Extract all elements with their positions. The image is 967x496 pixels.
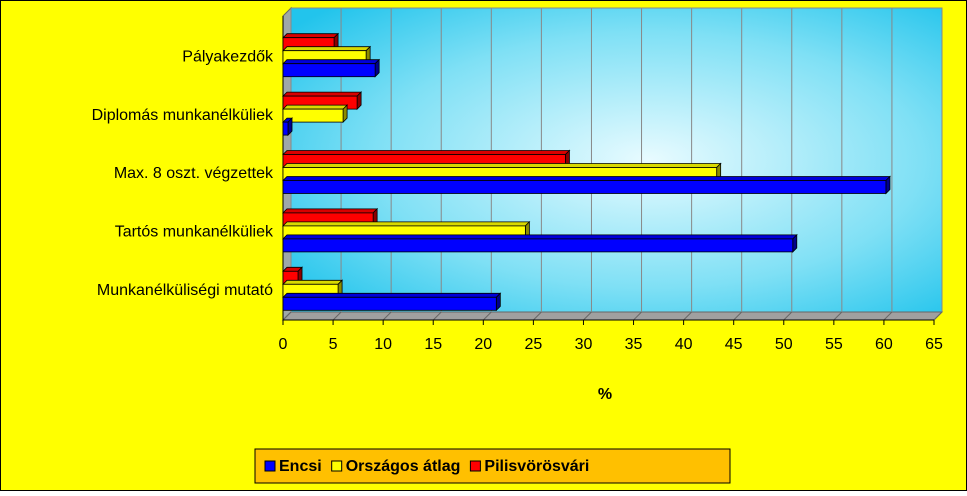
x-axis-label: % — [598, 386, 612, 403]
legend-label: Pilisvörösvári — [484, 458, 589, 475]
legend-label: Encsi — [279, 458, 322, 475]
x-tick-label: 45 — [725, 336, 743, 353]
grid-line — [533, 311, 542, 321]
bar-front — [282, 108, 344, 123]
x-tick-label: 15 — [424, 336, 442, 353]
legend-label: Országos átlag — [346, 458, 461, 475]
bar-top — [282, 176, 891, 181]
legend-swatch — [469, 460, 481, 472]
bar-front — [282, 180, 887, 194]
legend-swatch — [264, 460, 276, 472]
x-tick-label: 50 — [775, 336, 793, 353]
grid-line — [633, 311, 642, 321]
bar-front — [282, 63, 376, 78]
grid-line — [833, 311, 843, 321]
floor — [281, 311, 944, 321]
y-tick-label: Max. 8 oszt. végzettek — [114, 165, 274, 182]
bar-top — [282, 91, 363, 97]
y-tick-label: Diplomás munkanélküliek — [92, 107, 274, 124]
grid-line — [583, 311, 592, 321]
bar — [282, 58, 381, 78]
y-tick-label: Munkanélküliségi mutató — [97, 282, 273, 299]
x-tick-label: 40 — [675, 336, 693, 353]
grid-line — [883, 311, 893, 321]
bar — [282, 104, 349, 124]
bar-top — [282, 279, 344, 285]
bar-top — [282, 292, 502, 298]
x-tick-label: 5 — [329, 336, 338, 353]
bar-front — [282, 238, 794, 253]
grid-line — [783, 311, 793, 321]
grid-line — [332, 311, 342, 321]
x-tick-label: 65 — [925, 336, 943, 353]
bar — [282, 292, 502, 312]
x-tick-label: 10 — [374, 336, 392, 353]
x-tick-label: 0 — [279, 336, 288, 353]
bar-top — [282, 33, 340, 39]
y-tick-label: Pályakezdők — [182, 48, 274, 65]
grid-line — [482, 311, 492, 321]
grid-line — [683, 311, 692, 321]
grid-line — [933, 311, 943, 321]
grid-line — [733, 311, 743, 321]
bar-top — [282, 46, 372, 52]
bar-top — [282, 104, 349, 110]
x-tick-label: 35 — [625, 336, 643, 353]
x-tick-label: 20 — [474, 336, 492, 353]
bar-top — [282, 163, 722, 168]
grid-line — [432, 311, 442, 321]
x-tick-label: 55 — [825, 336, 843, 353]
grid-line — [282, 311, 292, 321]
bar-top — [282, 150, 571, 155]
bar-top — [282, 59, 381, 65]
legend-swatch — [331, 460, 343, 472]
bar-top — [282, 221, 531, 227]
bar — [282, 117, 293, 137]
x-tick-label: 25 — [524, 336, 542, 353]
bar-top — [282, 208, 379, 214]
bar-front — [282, 296, 497, 311]
bar-top — [282, 234, 798, 240]
grid-line — [382, 311, 392, 321]
bar — [282, 175, 891, 195]
y-tick-label: Tartós munkanélküliek — [115, 224, 274, 241]
x-tick-label: 60 — [875, 336, 893, 353]
bar — [282, 233, 798, 253]
bar-front — [282, 121, 289, 136]
x-tick-label: 30 — [575, 336, 593, 353]
